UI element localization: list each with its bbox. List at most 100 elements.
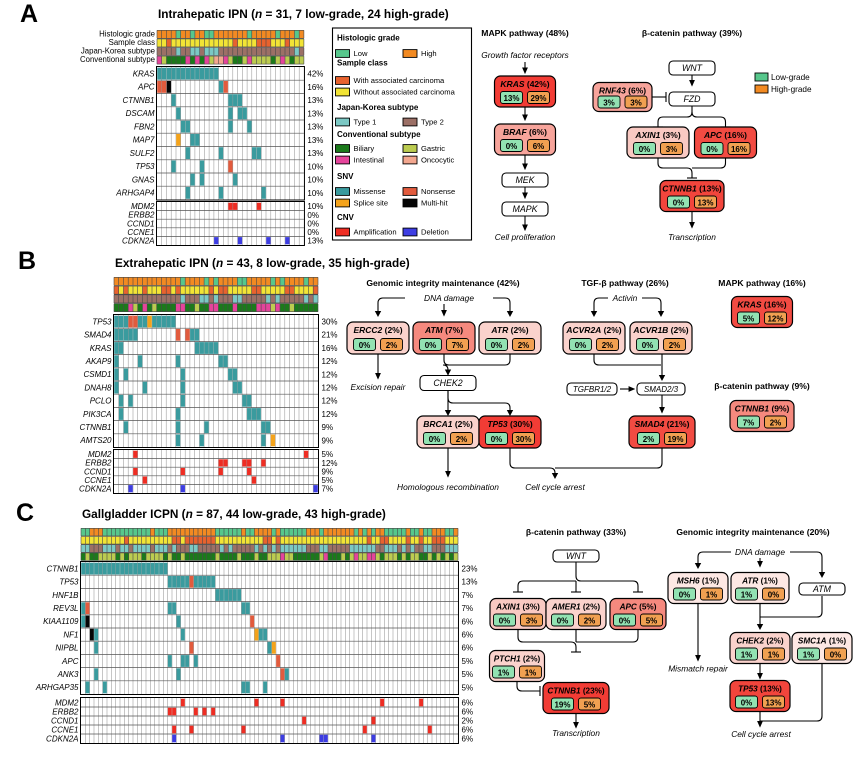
svg-text:0%: 0% [679,590,691,599]
svg-text:Conventional subtype: Conventional subtype [337,130,421,139]
svg-text:CSMD1: CSMD1 [83,370,111,379]
svg-text:CCND1: CCND1 [84,467,112,476]
svg-text:ACVR1B (2%): ACVR1B (2%) [632,325,688,335]
svg-text:9%: 9% [322,436,334,445]
svg-text:CCND1: CCND1 [51,716,79,725]
svg-text:0%: 0% [491,435,503,444]
svg-text:APC (16%): APC (16%) [703,130,747,140]
svg-text:FZD: FZD [683,94,701,104]
svg-text:0%: 0% [429,435,441,444]
svg-text:KIAA1109: KIAA1109 [43,617,79,626]
svg-text:6%: 6% [462,631,474,640]
svg-text:AXIN1 (3%): AXIN1 (3%) [495,603,540,612]
svg-text:WNT: WNT [682,63,703,73]
svg-text:ATM: ATM [812,584,832,594]
svg-text:Cell cycle arrest: Cell cycle arrest [525,482,585,492]
svg-text:CCNE1: CCNE1 [51,725,78,734]
svg-text:5%: 5% [322,450,334,459]
svg-text:0%: 0% [359,341,371,350]
svg-text:6%: 6% [462,725,474,734]
svg-text:SULF2: SULF2 [130,149,155,158]
svg-text:Gastric: Gastric [421,144,445,153]
svg-text:RNF43 (6%): RNF43 (6%) [599,86,646,96]
svg-text:6%: 6% [462,698,474,707]
svg-text:APC: APC [61,657,79,666]
svg-text:Excision repair: Excision repair [351,382,407,392]
svg-text:CNV: CNV [337,213,355,222]
svg-text:REV3L: REV3L [53,604,78,613]
svg-text:ARHGAP35: ARHGAP35 [35,683,79,692]
svg-text:0%: 0% [741,698,753,707]
svg-text:CTNNB1 (13%): CTNNB1 (13%) [662,184,722,194]
svg-text:16%: 16% [731,145,747,154]
svg-text:1%: 1% [741,650,753,659]
svg-text:KRAS (16%): KRAS (16%) [737,300,786,310]
svg-text:CHEK2: CHEK2 [433,378,462,388]
svg-text:SNV: SNV [337,172,354,181]
svg-text:DSCAM: DSCAM [126,109,155,118]
svg-text:13%: 13% [307,237,323,246]
svg-text:0%: 0% [768,590,780,599]
svg-text:ERBB2: ERBB2 [85,459,112,468]
svg-text:19%: 19% [667,435,683,444]
svg-text:13%: 13% [503,94,519,103]
svg-text:KRAS: KRAS [90,344,112,353]
svg-text:TP53: TP53 [59,578,79,587]
svg-text:ARHGAP4: ARHGAP4 [115,189,155,198]
svg-text:β-catenin pathway (39%): β-catenin pathway (39%) [642,28,742,38]
svg-text:DNA damage: DNA damage [424,293,474,303]
svg-text:6%: 6% [462,707,474,716]
svg-text:AKAP9: AKAP9 [85,357,112,366]
svg-text:2%: 2% [456,435,468,444]
svg-text:2%: 2% [669,341,681,350]
svg-text:ANK3: ANK3 [57,670,79,679]
svg-text:CTNNB1: CTNNB1 [79,423,111,432]
svg-text:7%: 7% [462,604,474,613]
svg-text:0%: 0% [706,145,718,154]
svg-text:MDM2: MDM2 [55,698,79,707]
svg-text:MDM2: MDM2 [88,450,112,459]
svg-text:With associated carcinoma: With associated carcinoma [354,76,446,85]
svg-text:29%: 29% [530,94,546,103]
svg-text:16%: 16% [307,83,323,92]
svg-text:3%: 3% [666,145,678,154]
svg-text:MAPK: MAPK [513,204,539,214]
svg-text:12%: 12% [322,384,338,393]
svg-text:AMER1 (2%): AMER1 (2%) [551,603,601,612]
svg-text:Genomic integrity maintenance: Genomic integrity maintenance (42%) [366,278,519,288]
svg-text:NF1: NF1 [63,630,78,639]
svg-text:2%: 2% [584,616,596,625]
svg-text:1%: 1% [741,590,753,599]
svg-text:KRAS: KRAS [133,69,155,78]
svg-text:19%: 19% [554,700,570,709]
svg-text:CTNNB1: CTNNB1 [46,564,78,573]
svg-text:9%: 9% [322,423,334,432]
svg-text:HNF1B: HNF1B [52,591,79,600]
svg-text:Activin: Activin [612,293,638,303]
svg-text:0%: 0% [499,616,511,625]
svg-text:5%: 5% [462,670,474,679]
svg-text:Mismatch repair: Mismatch repair [668,664,729,674]
svg-text:TP53: TP53 [135,162,155,171]
svg-text:SMAD4 (21%): SMAD4 (21%) [635,419,690,429]
svg-text:PIK3CA: PIK3CA [83,410,111,419]
svg-text:BRAF (6%): BRAF (6%) [503,127,547,137]
svg-text:Intestinal: Intestinal [354,156,385,165]
svg-text:Japan-Korea subtype: Japan-Korea subtype [81,47,155,56]
svg-text:0%: 0% [506,142,518,151]
svg-text:TP53: TP53 [92,317,112,326]
svg-text:6%: 6% [462,617,474,626]
svg-text:Cell cycle arrest: Cell cycle arrest [731,729,791,739]
svg-text:0%: 0% [307,211,319,220]
svg-text:0%: 0% [557,616,569,625]
svg-text:0%: 0% [307,219,319,228]
svg-text:1%: 1% [768,650,780,659]
svg-text:Nonsense: Nonsense [421,187,455,196]
svg-text:APC: APC [137,83,155,92]
svg-text:23%: 23% [462,565,478,574]
svg-text:0%: 0% [642,341,654,350]
svg-text:0%: 0% [830,650,842,659]
svg-text:3%: 3% [630,98,642,107]
svg-text:Histologic grade: Histologic grade [337,34,400,43]
svg-text:ACVR2A (2%): ACVR2A (2%) [565,325,621,335]
